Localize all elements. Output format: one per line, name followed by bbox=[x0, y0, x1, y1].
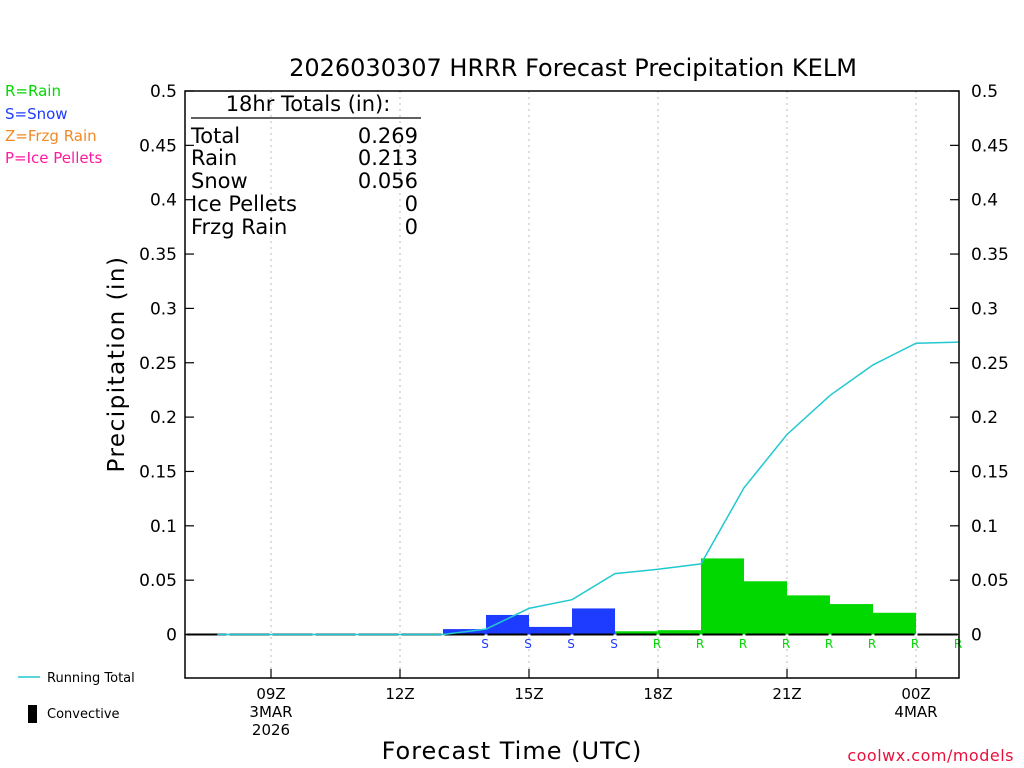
running-total-group bbox=[217, 341, 960, 636]
line-legend: Running Total Convective bbox=[18, 671, 135, 723]
convective-legend-label: Convective bbox=[47, 707, 120, 722]
y-tick-label-right: 0.1 bbox=[971, 517, 998, 537]
x-tick-label: 18Z bbox=[643, 685, 672, 703]
precip-type-label: R bbox=[868, 637, 876, 651]
legend-snow: S=Snow bbox=[5, 105, 68, 123]
totals-value: 0.056 bbox=[358, 169, 418, 193]
bars-group bbox=[443, 558, 916, 635]
precip-type-label: R bbox=[696, 637, 704, 651]
y-tick-label-left: 0 bbox=[166, 626, 177, 646]
precip-bar bbox=[486, 614, 529, 635]
totals-label: Total bbox=[190, 124, 240, 148]
y-tick-label-left: 0.4 bbox=[150, 191, 177, 211]
totals-label: Snow bbox=[191, 169, 248, 193]
y-tick-label-left: 0.05 bbox=[139, 571, 177, 591]
precip-bar bbox=[615, 631, 658, 635]
running-total-line bbox=[217, 341, 960, 636]
precip-type-label: R bbox=[911, 637, 919, 651]
running-total-legend-label: Running Total bbox=[47, 671, 135, 686]
y-tick-label-right: 0 bbox=[971, 626, 982, 646]
precip-type-label: S bbox=[481, 637, 489, 651]
precip-type-label: R bbox=[653, 637, 661, 651]
y-tick-label-right: 0.5 bbox=[971, 82, 998, 102]
precip-bar bbox=[572, 608, 615, 635]
plot-frame bbox=[184, 90, 960, 679]
totals-heading: 18hr Totals (in): bbox=[226, 92, 391, 116]
y-tick-label-left: 0.25 bbox=[139, 354, 177, 374]
totals-value: 0 bbox=[405, 215, 418, 239]
y-tick-label-left: 0.45 bbox=[139, 136, 177, 156]
x-tick-label: 2026 bbox=[252, 721, 290, 739]
precip-type-label: S bbox=[567, 637, 575, 651]
legend-frzg-rain: Z=Frzg Rain bbox=[5, 127, 97, 145]
y-tick-label-right: 0.45 bbox=[971, 136, 1009, 156]
x-tick-label: 4MAR bbox=[894, 703, 937, 721]
precip-bar bbox=[787, 595, 830, 635]
y-tick-label-right: 0.4 bbox=[971, 191, 998, 211]
legend-rain: R=Rain bbox=[5, 82, 61, 100]
type-legend: R=Rain S=Snow Z=Frzg Rain P=Ice Pellets bbox=[5, 82, 102, 167]
y-axis-label: Precipitation (in) bbox=[104, 256, 130, 473]
y-tick-label-right: 0.15 bbox=[971, 462, 1009, 482]
precip-type-label: S bbox=[610, 637, 618, 651]
totals-value: 0.269 bbox=[358, 124, 418, 148]
convective-legend-swatch bbox=[28, 705, 37, 723]
x-tick-label: 21Z bbox=[772, 685, 801, 703]
legend-ice-pellets: P=Ice Pellets bbox=[5, 149, 102, 167]
precip-type-label: R bbox=[825, 637, 833, 651]
totals-label: Frzg Rain bbox=[191, 215, 287, 239]
x-tick-label: 12Z bbox=[385, 685, 414, 703]
chart-title: 2026030307 HRRR Forecast Precipitation K… bbox=[289, 54, 857, 82]
x-tick-label: 15Z bbox=[514, 685, 543, 703]
x-tick-label: 3MAR bbox=[249, 703, 292, 721]
totals-value: 0.213 bbox=[358, 146, 418, 170]
precip-bar bbox=[529, 626, 572, 635]
grid-lines bbox=[270, 91, 917, 678]
precip-type-label: R bbox=[739, 637, 747, 651]
y-tick-label-left: 0.2 bbox=[150, 408, 177, 428]
x-tick-label: 09Z bbox=[256, 685, 285, 703]
x-tick-label: 00Z bbox=[901, 685, 930, 703]
y-tick-label-right: 0.3 bbox=[971, 299, 998, 319]
y-tick-label-right: 0.25 bbox=[971, 354, 1009, 374]
y-tick-label-left: 0.35 bbox=[139, 245, 177, 265]
precip-type-label: R bbox=[782, 637, 790, 651]
y-tick-label-left: 0.5 bbox=[150, 82, 177, 102]
precip-bar bbox=[701, 558, 744, 635]
y-tick-label-right: 0.05 bbox=[971, 571, 1009, 591]
totals-label: Rain bbox=[191, 146, 237, 170]
credit-text: coolwx.com/models bbox=[847, 746, 1014, 765]
y-tick-label-left: 0.3 bbox=[150, 299, 177, 319]
precip-bar bbox=[744, 581, 787, 635]
y-tick-label-right: 0.2 bbox=[971, 408, 998, 428]
precip-bar bbox=[658, 630, 701, 635]
y-tick-label-right: 0.35 bbox=[971, 245, 1009, 265]
y-tick-label-left: 0.15 bbox=[139, 462, 177, 482]
precip-type-label: S bbox=[524, 637, 532, 651]
precip-bar bbox=[873, 612, 916, 635]
totals-box: 18hr Totals (in): Total 0.269 Rain 0.213… bbox=[190, 92, 421, 239]
x-axis-label: Forecast Time (UTC) bbox=[382, 737, 643, 765]
totals-value: 0 bbox=[405, 192, 418, 216]
totals-label: Ice Pellets bbox=[191, 192, 297, 216]
y-axis-ticks: 0 00.05 0.050.1 0.10.15 0.150.2 0.20.25 0.250.… bbox=[139, 82, 1009, 646]
precip-bar bbox=[830, 604, 873, 635]
precip-type-label: R bbox=[954, 637, 962, 651]
y-tick-label-left: 0.1 bbox=[150, 517, 177, 537]
